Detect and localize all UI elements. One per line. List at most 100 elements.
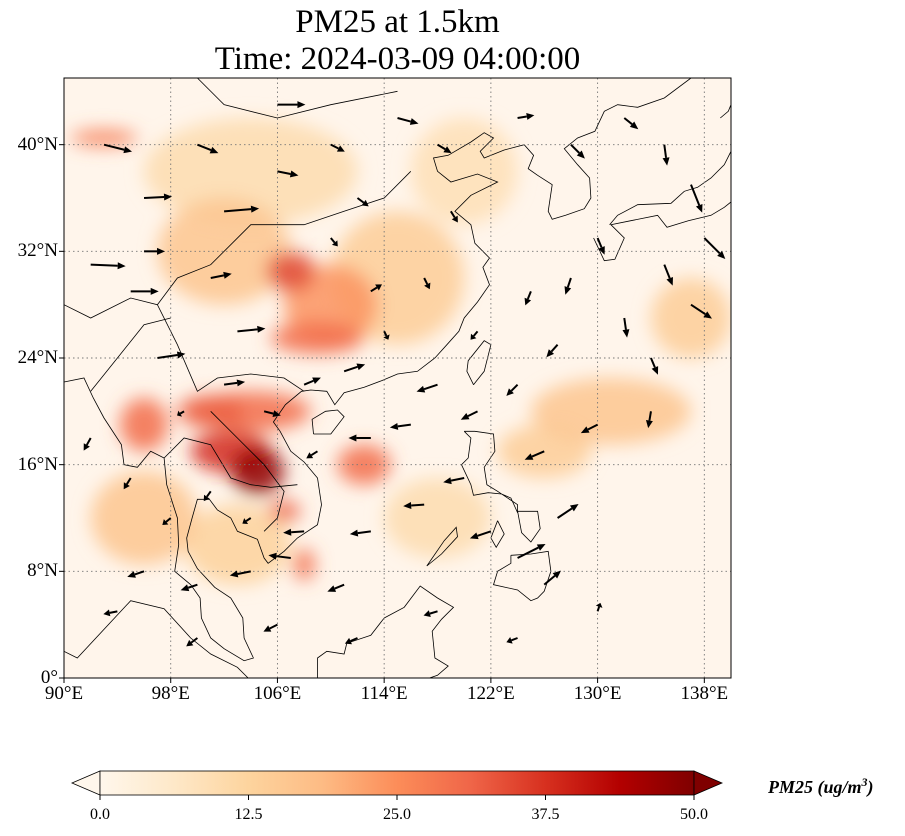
wind-arrow (263, 623, 278, 632)
wind-arrow-shaft (291, 530, 305, 534)
wind-arrow-shaft (566, 277, 572, 288)
wind-arrow-shaft (350, 637, 358, 642)
coastline (426, 526, 458, 567)
coastline (210, 411, 285, 532)
wind-arrow (210, 271, 232, 279)
pm25-hotspot (144, 118, 358, 225)
wind-arrow-shaft (357, 530, 371, 535)
lon-tick-label: 130°E (573, 683, 622, 704)
wind-arrow-head (361, 199, 369, 207)
wind-arrow-shaft (187, 583, 198, 589)
wind-arrow (130, 287, 159, 295)
wind-arrow-head (622, 329, 630, 338)
wind-arrow (690, 184, 703, 213)
wind-arrow-head (424, 282, 431, 290)
wind-arrow (403, 502, 425, 510)
wind-arrow-head (177, 410, 183, 417)
wind-arrow-head (564, 286, 572, 295)
wind-arrow (423, 277, 431, 290)
wind-arrow (186, 637, 198, 647)
wind-arrow (197, 143, 219, 154)
wind-arrow-shaft (370, 286, 378, 293)
coastline (64, 600, 249, 678)
wind-arrow (223, 379, 246, 387)
wind-arrow (596, 237, 605, 255)
wind-arrow (344, 637, 358, 645)
wind-arrow (103, 143, 133, 154)
wind-arrow-shaft (517, 546, 539, 559)
wind-arrow-head (250, 205, 260, 213)
wind-arrow-head (423, 610, 431, 617)
pm25-field (70, 118, 731, 585)
wind-arrow-head (236, 379, 246, 387)
wind-arrow-head (123, 482, 130, 490)
wind-arrow (622, 317, 630, 338)
lon-tick-label: 98°E (151, 683, 190, 704)
wind-arrow-head (389, 422, 399, 430)
pm25-hotspot (90, 471, 198, 565)
wind-arrow-shaft (90, 263, 118, 267)
wind-arrow (460, 410, 478, 420)
wind-arrow (303, 377, 321, 386)
wind-arrow-shaft (650, 357, 656, 368)
wind-arrow-head (203, 494, 210, 502)
wind-arrow-shaft (648, 411, 652, 421)
wind-arrow (389, 422, 411, 430)
wind-arrow-shaft (526, 290, 532, 300)
wind-arrow-head (263, 625, 272, 632)
colorbar-min-extension (70, 770, 101, 796)
wind-arrow-head (580, 426, 590, 434)
wind-arrow (224, 205, 260, 213)
wind-arrow-head (546, 349, 555, 358)
wind-arrow-head (268, 552, 277, 560)
wind-arrow (423, 610, 438, 617)
wind-arrow-head (157, 247, 166, 255)
wind-arrow-head (409, 118, 419, 125)
coastline (466, 340, 492, 385)
lat-tick-label: 0° (40, 667, 58, 688)
colorbar-tick-label: 0.0 (90, 806, 110, 823)
wind-arrow-head (524, 453, 534, 460)
wind-arrow-head (349, 529, 359, 537)
coastline (720, 78, 731, 119)
wind-arrow-head (117, 262, 126, 270)
wind-arrow (662, 144, 670, 166)
pm25-hotspot (268, 500, 301, 522)
wind-arrow-shaft (197, 143, 212, 152)
wind-arrow (330, 237, 338, 247)
wind-arrow-shaft (623, 117, 633, 125)
wind-arrow-shaft (206, 490, 212, 498)
wind-arrow-shaft (511, 637, 518, 642)
wind-arrow-shaft (690, 184, 701, 206)
wind-arrow-head (306, 452, 314, 459)
wind-arrow (623, 117, 639, 130)
coastline (64, 78, 692, 662)
wind-arrow-head (289, 170, 299, 178)
wind-arrow-head (536, 544, 546, 551)
wind-arrow-shaft (663, 144, 668, 158)
wind-arrow-head (662, 157, 670, 166)
wind-arrow-shaft (237, 570, 251, 575)
wind-arrow (330, 143, 345, 152)
wind-arrow-shaft (411, 503, 425, 507)
wind-arrow (524, 290, 532, 306)
wind-arrow-shaft (277, 170, 291, 175)
lon-tick-label: 106°E (253, 683, 302, 704)
wind-arrow-shaft (303, 379, 314, 386)
wind-arrow-shaft (467, 410, 478, 418)
wind-arrow-shaft (531, 450, 545, 458)
wind-arrow-shaft (103, 143, 125, 151)
pm25-hotspot (410, 118, 518, 225)
wind-arrow-shaft (623, 317, 627, 330)
wind-arrow (103, 609, 118, 617)
wind-arrow-shaft (126, 477, 132, 485)
wind-arrow (663, 264, 673, 286)
coastline (90, 317, 171, 392)
wind-arrow-shaft (510, 383, 519, 392)
wind-arrow-shaft (429, 610, 438, 615)
wind-arrow-head (176, 351, 186, 359)
coastline (517, 510, 541, 543)
pm25-hotspot (337, 444, 391, 485)
wind-arrow-head (257, 325, 266, 333)
wind-arrow-shaft (423, 383, 438, 391)
